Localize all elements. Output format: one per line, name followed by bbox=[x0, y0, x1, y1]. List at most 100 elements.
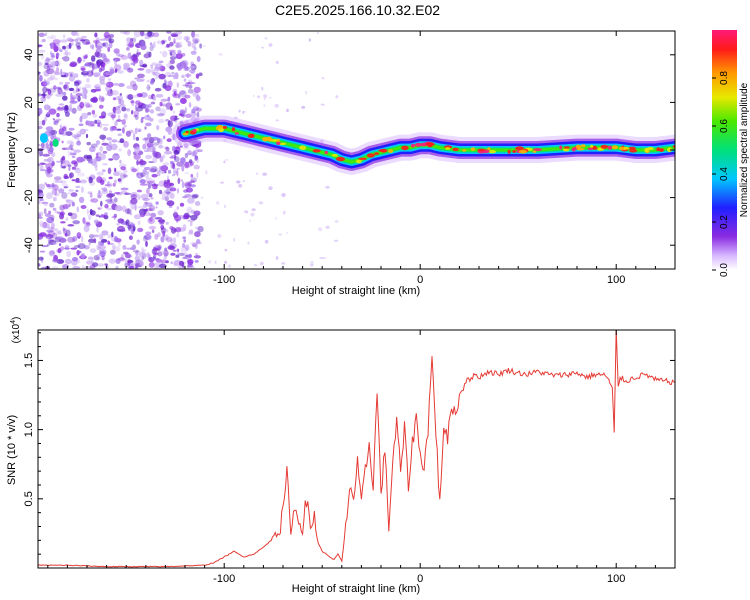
noise-speckle bbox=[189, 180, 196, 184]
ridge-hotspot bbox=[656, 147, 660, 150]
noise-speckle bbox=[114, 170, 123, 176]
noise-speckle bbox=[182, 256, 189, 260]
noise-speckle bbox=[144, 114, 151, 121]
noise-speckle bbox=[126, 37, 132, 43]
snr-scale-close: ) bbox=[11, 317, 22, 320]
noise-speckle bbox=[63, 228, 68, 235]
noise-speckle bbox=[184, 161, 190, 169]
noise-speckle bbox=[176, 167, 180, 170]
noise-speckle bbox=[53, 134, 57, 140]
noise-speckle bbox=[161, 191, 169, 198]
noise-speckle bbox=[199, 43, 203, 49]
noise-speckle bbox=[268, 96, 272, 99]
noise-speckle bbox=[65, 49, 69, 57]
noise-speckle bbox=[182, 236, 187, 240]
noise-speckle bbox=[88, 124, 96, 127]
noise-speckle bbox=[41, 201, 49, 205]
noise-speckle bbox=[190, 173, 194, 178]
noise-speckle bbox=[95, 140, 101, 145]
noise-speckle bbox=[86, 260, 93, 265]
noise-speckle bbox=[79, 101, 85, 109]
noise-speckle bbox=[46, 148, 51, 151]
noise-speckle bbox=[106, 193, 114, 198]
noise-speckle bbox=[129, 247, 136, 251]
noise-speckle bbox=[68, 166, 71, 171]
noise-speckle bbox=[165, 191, 171, 195]
noise-speckle bbox=[64, 185, 69, 189]
y-tick-label: -20 bbox=[23, 190, 35, 206]
noise-speckle bbox=[114, 49, 118, 54]
noise-speckle bbox=[164, 170, 167, 174]
noise-speckle bbox=[77, 97, 80, 101]
noise-speckle bbox=[190, 214, 198, 221]
noise-speckle bbox=[133, 214, 142, 220]
noise-speckle bbox=[129, 80, 137, 87]
noise-speckle bbox=[127, 262, 134, 269]
noise-speckle bbox=[56, 107, 64, 112]
noise-speckle bbox=[108, 42, 113, 49]
noise-speckle bbox=[99, 153, 106, 160]
noise-speckle bbox=[112, 246, 121, 252]
noise-speckle bbox=[189, 184, 196, 188]
noise-speckle bbox=[171, 187, 175, 191]
noise-speckle bbox=[129, 212, 133, 216]
noise-speckle bbox=[187, 181, 192, 187]
noise-speckle bbox=[38, 143, 41, 147]
noise-speckle bbox=[149, 109, 155, 114]
noise-speckle bbox=[130, 100, 134, 104]
noise-speckle bbox=[79, 158, 86, 162]
ridge-hotspot bbox=[644, 147, 649, 153]
noise-speckle bbox=[301, 106, 306, 109]
noise-speckle bbox=[117, 70, 124, 74]
spectrogram-axes: -100 0 100 -40 -20 0 20 40 bbox=[23, 31, 676, 286]
noise-speckle bbox=[89, 192, 93, 198]
noise-speckle bbox=[153, 142, 160, 146]
noise-speckle bbox=[136, 167, 140, 174]
noise-speckle bbox=[184, 153, 189, 159]
noise-speckle bbox=[77, 56, 82, 63]
noise-speckle bbox=[83, 101, 91, 107]
ridge-hotspot bbox=[336, 156, 345, 162]
noise-speckle bbox=[82, 88, 88, 95]
noise-speckle bbox=[157, 244, 162, 249]
noise-speckle bbox=[144, 126, 147, 130]
noise-speckle bbox=[136, 239, 140, 245]
noise-speckle bbox=[152, 95, 156, 101]
ridge-hotspot bbox=[667, 147, 672, 153]
noise-speckle bbox=[123, 114, 128, 121]
noise-speckle bbox=[190, 61, 194, 66]
ridge-hotspot bbox=[279, 142, 287, 146]
spectrogram-marks bbox=[38, 31, 675, 269]
noise-speckle bbox=[58, 103, 65, 106]
noise-speckle bbox=[97, 123, 101, 127]
noise-speckle bbox=[114, 205, 123, 212]
noise-speckle bbox=[154, 266, 161, 269]
noise-speckle bbox=[180, 246, 189, 253]
noise-speckle bbox=[106, 137, 113, 141]
noise-speckle bbox=[85, 41, 91, 45]
noise-speckle bbox=[325, 225, 330, 229]
noise-speckle bbox=[61, 129, 68, 137]
noise-speckle bbox=[72, 266, 81, 269]
noise-speckle bbox=[127, 94, 134, 100]
noise-speckle bbox=[38, 61, 43, 67]
noise-speckle bbox=[77, 88, 80, 92]
noise-speckle bbox=[170, 261, 173, 265]
noise-speckle bbox=[96, 244, 102, 248]
noise-speckle bbox=[120, 254, 124, 260]
ridge-hotspot bbox=[607, 145, 613, 150]
noise-speckle bbox=[162, 50, 168, 58]
noise-speckle bbox=[142, 33, 150, 36]
y-tick-label: 20 bbox=[23, 96, 35, 108]
noise-speckle bbox=[188, 69, 196, 73]
noise-speckle bbox=[150, 143, 154, 148]
noise-speckle bbox=[45, 126, 54, 131]
noise-speckle bbox=[113, 57, 121, 62]
noise-speckle bbox=[100, 207, 103, 210]
noise-speckle bbox=[227, 264, 232, 268]
noise-speckle bbox=[68, 87, 75, 92]
noise-speckle bbox=[45, 142, 49, 148]
noise-speckle bbox=[106, 182, 113, 188]
noise-speckle bbox=[133, 110, 140, 117]
noise-speckle bbox=[65, 131, 73, 137]
